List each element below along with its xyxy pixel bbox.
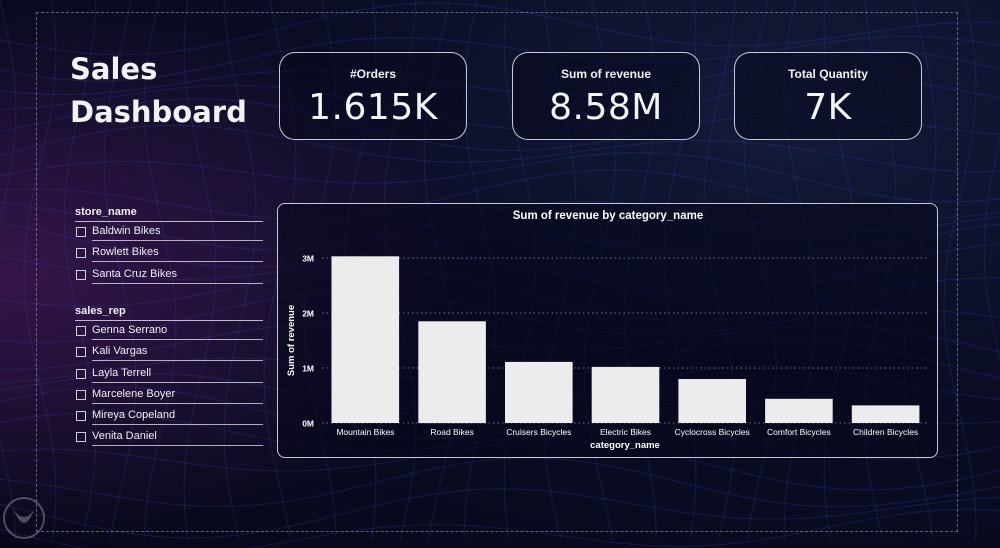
bar-chart-svg: Sum of revenue by category_name 0M 1M 2M 3M M… — [286, 210, 929, 451]
slicer-item-label: Marcelene Boyer — [92, 388, 263, 404]
checkbox[interactable] — [76, 347, 86, 358]
checkbox[interactable] — [76, 389, 86, 400]
slicer-item[interactable]: Marcelene Boyer — [75, 385, 263, 406]
bar[interactable] — [505, 361, 573, 423]
quantity-card-value: 7K — [804, 87, 852, 128]
x-tick-label: Mountain Bikes — [336, 427, 394, 437]
slicer-item[interactable]: Kali Vargas — [75, 342, 263, 363]
slicer-item[interactable]: Venita Daniel — [75, 427, 263, 448]
bar[interactable] — [765, 398, 833, 423]
checkbox[interactable] — [76, 269, 86, 280]
quantity-card-label: Total Quantity — [788, 67, 868, 81]
sales-rep-slicer-header: sales_rep — [75, 305, 263, 321]
bar[interactable] — [851, 405, 920, 423]
bar[interactable] — [331, 256, 400, 423]
checkbox[interactable] — [76, 411, 86, 422]
x-tick-label: Comfort Bicycles — [767, 427, 831, 437]
revenue-card-value: 8.58M — [549, 87, 663, 128]
slicer-item-label: Santa Cruz Bikes — [92, 268, 263, 284]
checkbox[interactable] — [76, 368, 86, 379]
bar[interactable] — [591, 366, 660, 423]
orders-card-label: #Orders — [349, 67, 397, 81]
revenue-card[interactable]: Sum of revenue 8.58M — [512, 52, 700, 140]
slicer-item-label: Genna Serrano — [92, 324, 263, 340]
revenue-by-category-chart[interactable]: Sum of revenue by category_name 0M 1M 2M 3M M… — [277, 203, 938, 458]
store-name-slicer-header: store_name — [75, 206, 263, 222]
revenue-card-label: Sum of revenue — [560, 67, 652, 81]
page-title-line2: Dashboard — [70, 95, 247, 129]
checkbox[interactable] — [76, 432, 86, 443]
slicer-item[interactable]: Baldwin Bikes — [75, 222, 263, 243]
y-tick-label: 3M — [302, 254, 314, 264]
checkbox[interactable] — [76, 326, 86, 336]
x-axis-title: category_name — [590, 440, 660, 451]
page-title: Sales Dashboard — [70, 48, 270, 134]
y-tick-label: 0M — [302, 419, 314, 429]
bar[interactable] — [418, 321, 486, 424]
x-tick-label: Children Bicycles — [853, 427, 918, 437]
leaf-logo-icon — [3, 497, 45, 539]
slicer-item-label: Layla Terrell — [92, 367, 263, 383]
slicer-item[interactable]: Layla Terrell — [75, 364, 263, 385]
page-title-line1: Sales — [70, 52, 158, 86]
orders-card[interactable]: #Orders 1.615K — [279, 52, 467, 140]
slicer-item-label: Kali Vargas — [92, 345, 263, 362]
slicer-item-label: Venita Daniel — [92, 430, 263, 447]
checkbox[interactable] — [76, 227, 86, 237]
slicer-item-label: Baldwin Bikes — [92, 225, 263, 241]
slicer-item-label: Mireya Copeland — [92, 409, 263, 426]
y-tick-label: 1M — [302, 364, 314, 374]
y-tick-label: 2M — [302, 309, 314, 319]
x-tick-label: Cyclocross Bicycles — [675, 427, 750, 437]
bar[interactable] — [678, 379, 746, 423]
slicer-item[interactable]: Genna Serrano — [75, 321, 263, 342]
x-tick-label: Electric Bikes — [600, 427, 651, 437]
orders-card-value: 1.615K — [308, 87, 438, 128]
slicer-item-label: Rowlett Bikes — [92, 246, 263, 263]
slicer-item[interactable]: Rowlett Bikes — [75, 243, 263, 264]
store-name-slicer: store_name Baldwin Bikes Rowlett Bikes S… — [75, 206, 263, 286]
dashboard-frame — [36, 12, 958, 532]
chart-title: Sum of revenue by category_name — [513, 210, 703, 222]
x-tick-label: Cruisers Bicycles — [506, 427, 571, 437]
sales-rep-slicer: sales_rep Genna Serrano Kali Vargas Layl… — [75, 305, 263, 449]
x-tick-label: Road Bikes — [430, 427, 473, 437]
quantity-card[interactable]: Total Quantity 7K — [734, 52, 922, 140]
checkbox[interactable] — [76, 248, 86, 259]
slicer-item[interactable]: Santa Cruz Bikes — [75, 265, 263, 286]
y-axis-title: Sum of revenue — [286, 305, 297, 376]
slicer-item[interactable]: Mireya Copeland — [75, 406, 263, 427]
